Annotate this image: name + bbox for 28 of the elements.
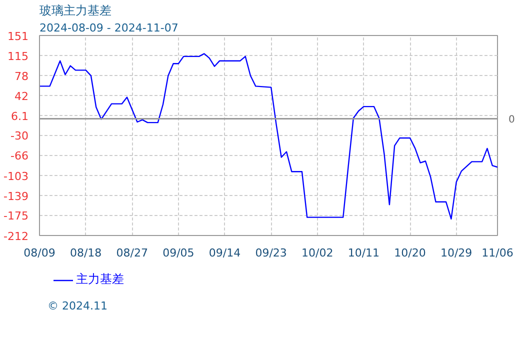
x-tick-label: 09/05 — [162, 246, 194, 260]
y-tick-label: -103 — [4, 170, 29, 183]
x-tick-label: 08/27 — [116, 246, 148, 260]
line-series — [40, 53, 498, 220]
x-tick-label: 08/18 — [70, 246, 102, 260]
chart-subtitle: 2024-08-09 - 2024-11-07 — [40, 22, 178, 34]
legend-label: 主力基差 — [76, 271, 124, 288]
y-tick-label: -30 — [10, 130, 28, 143]
x-tick-label: 10/11 — [348, 246, 380, 260]
ref-line-label: 0 — [508, 114, 515, 126]
y-tick-label: 115 — [8, 50, 29, 63]
y-tick-label: 42 — [14, 90, 29, 104]
x-tick-label: 09/23 — [255, 246, 287, 260]
x-tick-label: 10/29 — [440, 246, 472, 260]
chart-title: 玻璃主力基差 — [40, 4, 112, 18]
text: © 2024.11 — [48, 300, 108, 312]
y-tick-label: 78 — [14, 70, 29, 84]
y-tick-label: -212 — [4, 230, 29, 243]
y-tick-label: -66 — [10, 150, 28, 163]
x-tick-label: 10/20 — [394, 246, 426, 260]
x-tick-label: 11/06 — [482, 246, 514, 260]
y-tick-label: 151 — [8, 30, 29, 43]
x-tick-label: 10/02 — [302, 246, 334, 260]
y-tick-label: -139 — [4, 190, 29, 203]
y-tick-label: 6.1 — [11, 110, 29, 123]
x-tick-label: 09/14 — [208, 246, 241, 260]
x-tick-label: 08/09 — [24, 246, 56, 260]
y-tick-label: -175 — [4, 210, 29, 223]
